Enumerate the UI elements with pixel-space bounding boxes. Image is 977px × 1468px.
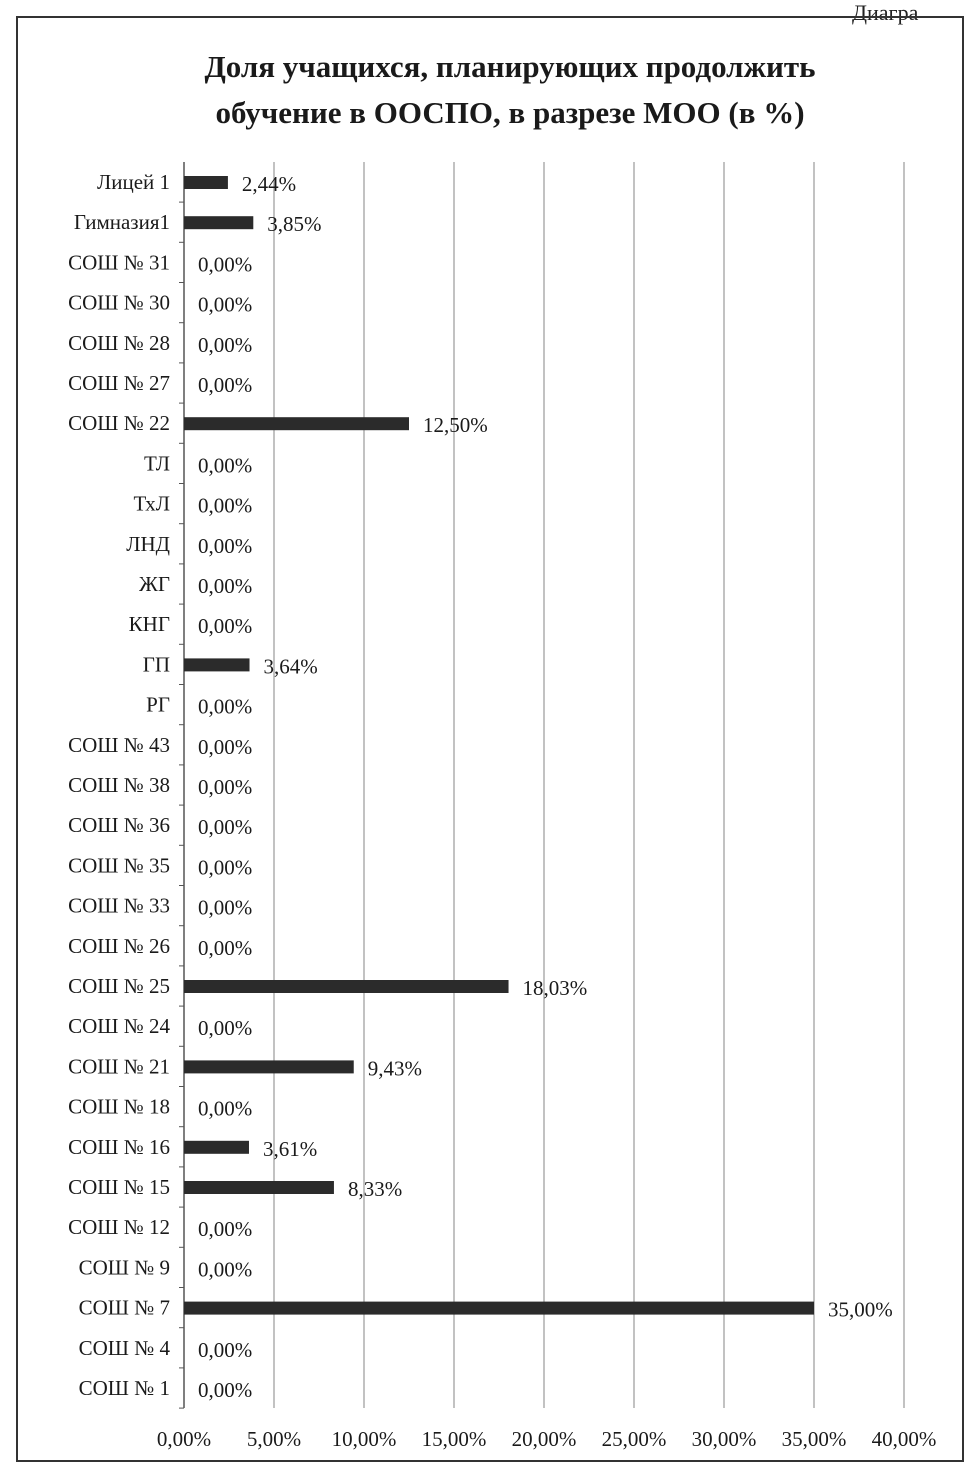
data-label: 0,00% [198,775,252,799]
bar [184,1140,249,1154]
category-label: СОШ № 7 [79,1296,170,1320]
bar [184,417,409,431]
corner-caption: Диагра [852,0,919,25]
x-tick-label: 30,00% [692,1427,757,1451]
category-label: СОШ № 36 [68,813,170,837]
data-label: 0,00% [198,1217,252,1241]
chart-frame [16,16,964,1462]
category-label: СОШ № 9 [79,1255,170,1279]
data-label: 0,00% [198,534,252,558]
bar [184,176,228,189]
category-label: ТЛ [144,451,170,475]
data-label: 0,00% [198,252,252,276]
category-label: ЖГ [139,572,170,596]
category-label: СОШ № 4 [79,1336,171,1360]
x-tick-label: 25,00% [602,1427,667,1451]
x-tick-label: 10,00% [332,1427,397,1451]
data-label: 0,00% [198,1338,252,1362]
category-label: СОШ № 31 [68,250,170,274]
data-label: 0,00% [198,1257,252,1281]
category-label: СОШ № 26 [68,934,170,958]
category-label: СОШ № 18 [68,1095,170,1119]
category-label: Гимназия1 [74,210,170,234]
data-label: 0,00% [198,453,252,477]
category-label: РГ [146,693,170,717]
category-label: СОШ № 25 [68,974,170,998]
chart-title-line-1: Доля учащихся, планирующих продолжить [204,49,816,84]
data-label: 2,44% [242,172,296,196]
x-tick-label: 20,00% [512,1427,577,1451]
x-tick-label: 5,00% [247,1427,301,1451]
data-label: 0,00% [198,896,252,920]
data-label: 0,00% [198,494,252,518]
chart-title: Доля учащихся, планирующих продолжить об… [60,44,960,136]
data-label: 8,33% [348,1177,402,1201]
chart-title-line-2: обучение в ООСПО, в разрезе МОО (в %) [215,95,805,130]
data-label: 3,61% [263,1137,317,1161]
data-label: 0,00% [198,695,252,719]
data-label: 0,00% [198,373,252,397]
x-tick-label: 15,00% [422,1427,487,1451]
category-label: Лицей 1 [97,170,170,194]
x-tick-label: 40,00% [872,1427,937,1451]
category-label: КНГ [129,612,170,636]
category-label: СОШ № 43 [68,733,170,757]
category-label: СОШ № 35 [68,853,170,877]
data-label: 9,43% [368,1056,422,1080]
data-label: 3,85% [267,212,321,236]
category-label: ТхЛ [133,492,170,516]
data-label: 0,00% [198,1016,252,1040]
category-label: ЛНД [126,532,170,556]
category-label: СОШ № 28 [68,331,170,355]
category-label: СОШ № 27 [68,371,170,395]
x-tick-label: 0,00% [157,1427,211,1451]
data-label: 0,00% [198,936,252,960]
category-label: СОШ № 24 [68,1014,170,1038]
category-label: СОШ № 33 [68,894,170,918]
bar [184,1301,814,1315]
category-label: СОШ № 12 [68,1215,170,1239]
category-label: СОШ № 15 [68,1175,170,1199]
category-label: ГП [143,652,170,676]
data-label: 0,00% [198,815,252,839]
x-tick-label: 35,00% [782,1427,847,1451]
bar [184,1181,334,1194]
category-label: СОШ № 22 [68,411,170,435]
data-label: 35,00% [828,1298,893,1322]
bar [184,216,254,230]
data-label: 18,03% [523,976,588,1000]
data-label: 0,00% [198,1097,252,1121]
data-label: 0,00% [198,574,252,598]
data-label: 3,64% [264,654,318,678]
data-label: 0,00% [198,735,252,759]
bar [184,658,250,672]
data-label: 0,00% [198,1378,252,1402]
data-label: 0,00% [198,293,252,317]
data-label: 0,00% [198,855,252,879]
bar [184,980,509,993]
data-label: 0,00% [198,333,252,357]
category-label: СОШ № 21 [68,1054,170,1078]
category-label: СОШ № 38 [68,773,170,797]
category-label: СОШ № 30 [68,291,170,315]
data-label: 0,00% [198,614,252,638]
bar [184,1060,354,1074]
category-label: СОШ № 1 [79,1376,170,1400]
category-label: СОШ № 16 [68,1135,170,1159]
data-label: 12,50% [423,413,488,437]
